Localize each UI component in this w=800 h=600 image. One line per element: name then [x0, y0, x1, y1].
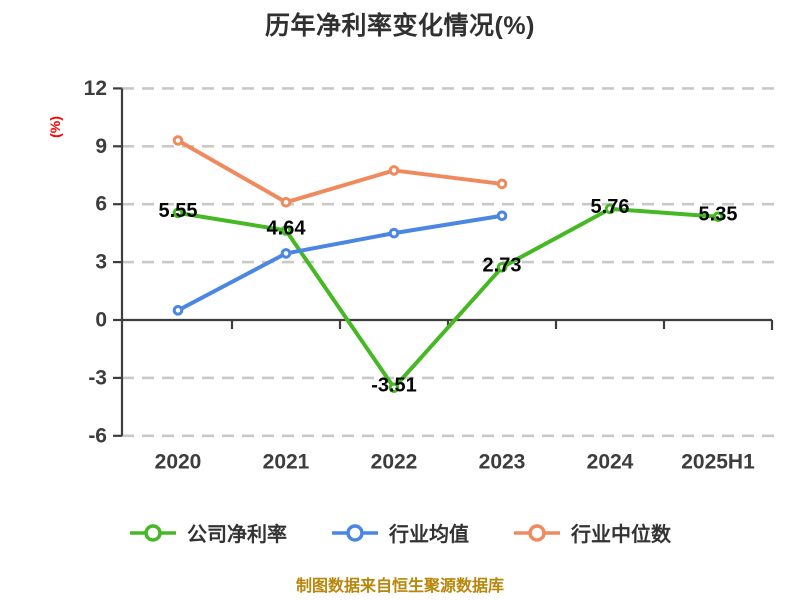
svg-text:12: 12	[84, 77, 107, 100]
svg-text:-6: -6	[88, 424, 107, 447]
legend-label-industry-mean: 行业均值	[389, 524, 469, 546]
svg-text:2022: 2022	[371, 451, 418, 474]
x-axis-tick-labels: 2020 2021 2022 2023 2024 2025H1	[155, 451, 755, 474]
series-markers-2	[172, 135, 508, 208]
series-markers-0	[172, 203, 724, 394]
data-source-caption: 制图数据来自恒生聚源数据库	[295, 578, 504, 595]
svg-text:5.55: 5.55	[159, 200, 198, 222]
legend-marker-company-icon	[130, 523, 176, 542]
svg-text:5.35: 5.35	[699, 204, 738, 226]
legend-marker-industry-median-icon	[514, 523, 560, 542]
gridlines	[122, 87, 779, 438]
svg-text:2.73: 2.73	[483, 254, 522, 276]
legend-label-industry-median: 行业中位数	[571, 524, 671, 546]
y-axis-tick-labels: 12 9 6 3 0 -3 -6	[84, 77, 107, 447]
svg-text:2020: 2020	[155, 451, 202, 474]
svg-text:3: 3	[95, 251, 107, 274]
series-line-0	[176, 206, 720, 390]
svg-text:2025H1: 2025H1	[681, 451, 755, 474]
legend-item-industry-mean[interactable]: 行业均值	[331, 518, 469, 547]
svg-text:4.64: 4.64	[267, 217, 307, 239]
svg-text:6: 6	[95, 193, 107, 216]
axes	[113, 87, 774, 437]
svg-text:2023: 2023	[479, 451, 526, 474]
svg-text:9: 9	[95, 135, 107, 158]
svg-text:0: 0	[95, 309, 107, 332]
svg-text:2021: 2021	[263, 451, 310, 474]
legend-item-industry-median[interactable]: 行业中位数	[513, 518, 671, 547]
series-line-2	[176, 138, 504, 205]
legend-label-company: 公司净利率	[187, 524, 287, 546]
svg-text:2024: 2024	[587, 451, 634, 474]
series-markers-1	[172, 210, 508, 316]
series-line-1	[176, 213, 504, 313]
chart-title: 历年净利率变化情况(%)	[265, 12, 535, 40]
svg-text:-3.51: -3.51	[371, 375, 417, 397]
svg-text:-3: -3	[88, 366, 107, 389]
svg-text:5.76: 5.76	[591, 196, 630, 218]
legend-item-company-net-margin[interactable]: 公司净利率	[129, 518, 287, 547]
legend-marker-industry-mean-icon	[332, 523, 378, 542]
series-data-labels-0: 5.55 4.64 -3.51 2.73 5.76 5.35	[159, 196, 738, 397]
chart-legend: 公司净利率 行业均值 行业中位数	[0, 518, 800, 547]
